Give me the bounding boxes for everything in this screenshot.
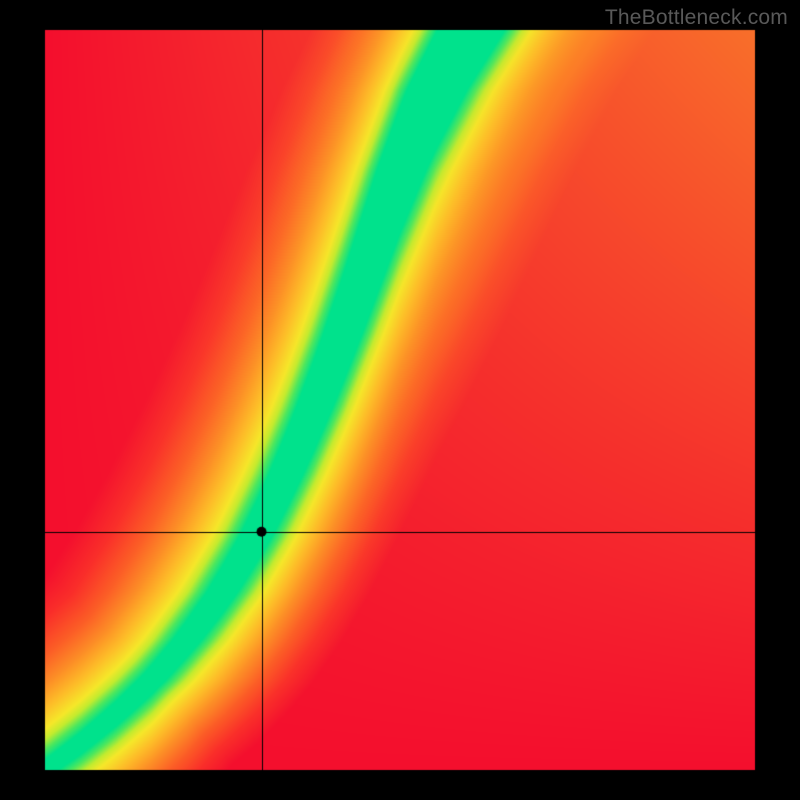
chart-container: TheBottleneck.com [0, 0, 800, 800]
bottleneck-heatmap [0, 0, 800, 800]
watermark-text: TheBottleneck.com [605, 6, 788, 30]
